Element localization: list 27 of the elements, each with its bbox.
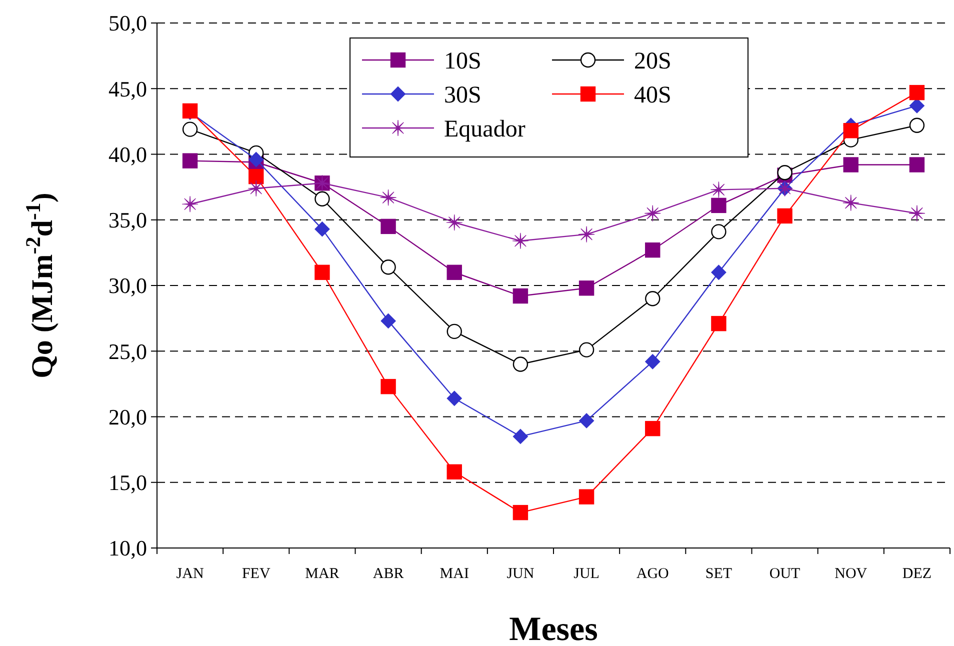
x-tick-label: JUN — [506, 566, 534, 582]
x-axis-title: Meses — [509, 611, 598, 646]
y-tick-label: 15,0 — [108, 470, 147, 496]
legend-label: 10S — [444, 48, 482, 74]
x-tick-label: MAI — [440, 566, 469, 582]
legend-label: 40S — [634, 82, 672, 108]
y-tick-label: 45,0 — [108, 76, 147, 102]
x-tick-label: ABR — [372, 566, 404, 582]
y-tick-label: 25,0 — [108, 338, 147, 364]
y-tick-label: 20,0 — [108, 404, 147, 430]
x-tick-label: JUL — [574, 566, 600, 582]
x-tick-label: FEV — [242, 566, 270, 582]
x-tick-label: MAR — [305, 566, 340, 582]
y-tick-label: 35,0 — [108, 208, 147, 233]
x-tick-label: AGO — [636, 566, 670, 582]
y-tick-label: 50,0 — [108, 10, 147, 36]
y-tick-label: 10,0 — [108, 536, 147, 561]
x-tick-label: SET — [705, 566, 732, 582]
y-tick-label: 40,0 — [108, 142, 147, 167]
x-tick-label: DEZ — [902, 566, 932, 582]
x-tick-label: JAN — [176, 566, 204, 582]
x-tick-label: NOV — [834, 566, 868, 582]
x-tick-label: OUT — [769, 566, 800, 582]
y-tick-label: 30,0 — [108, 273, 147, 298]
legend-label: 20S — [634, 48, 672, 74]
legend-label: 30S — [444, 82, 482, 108]
legend-label: Equador — [444, 116, 526, 142]
